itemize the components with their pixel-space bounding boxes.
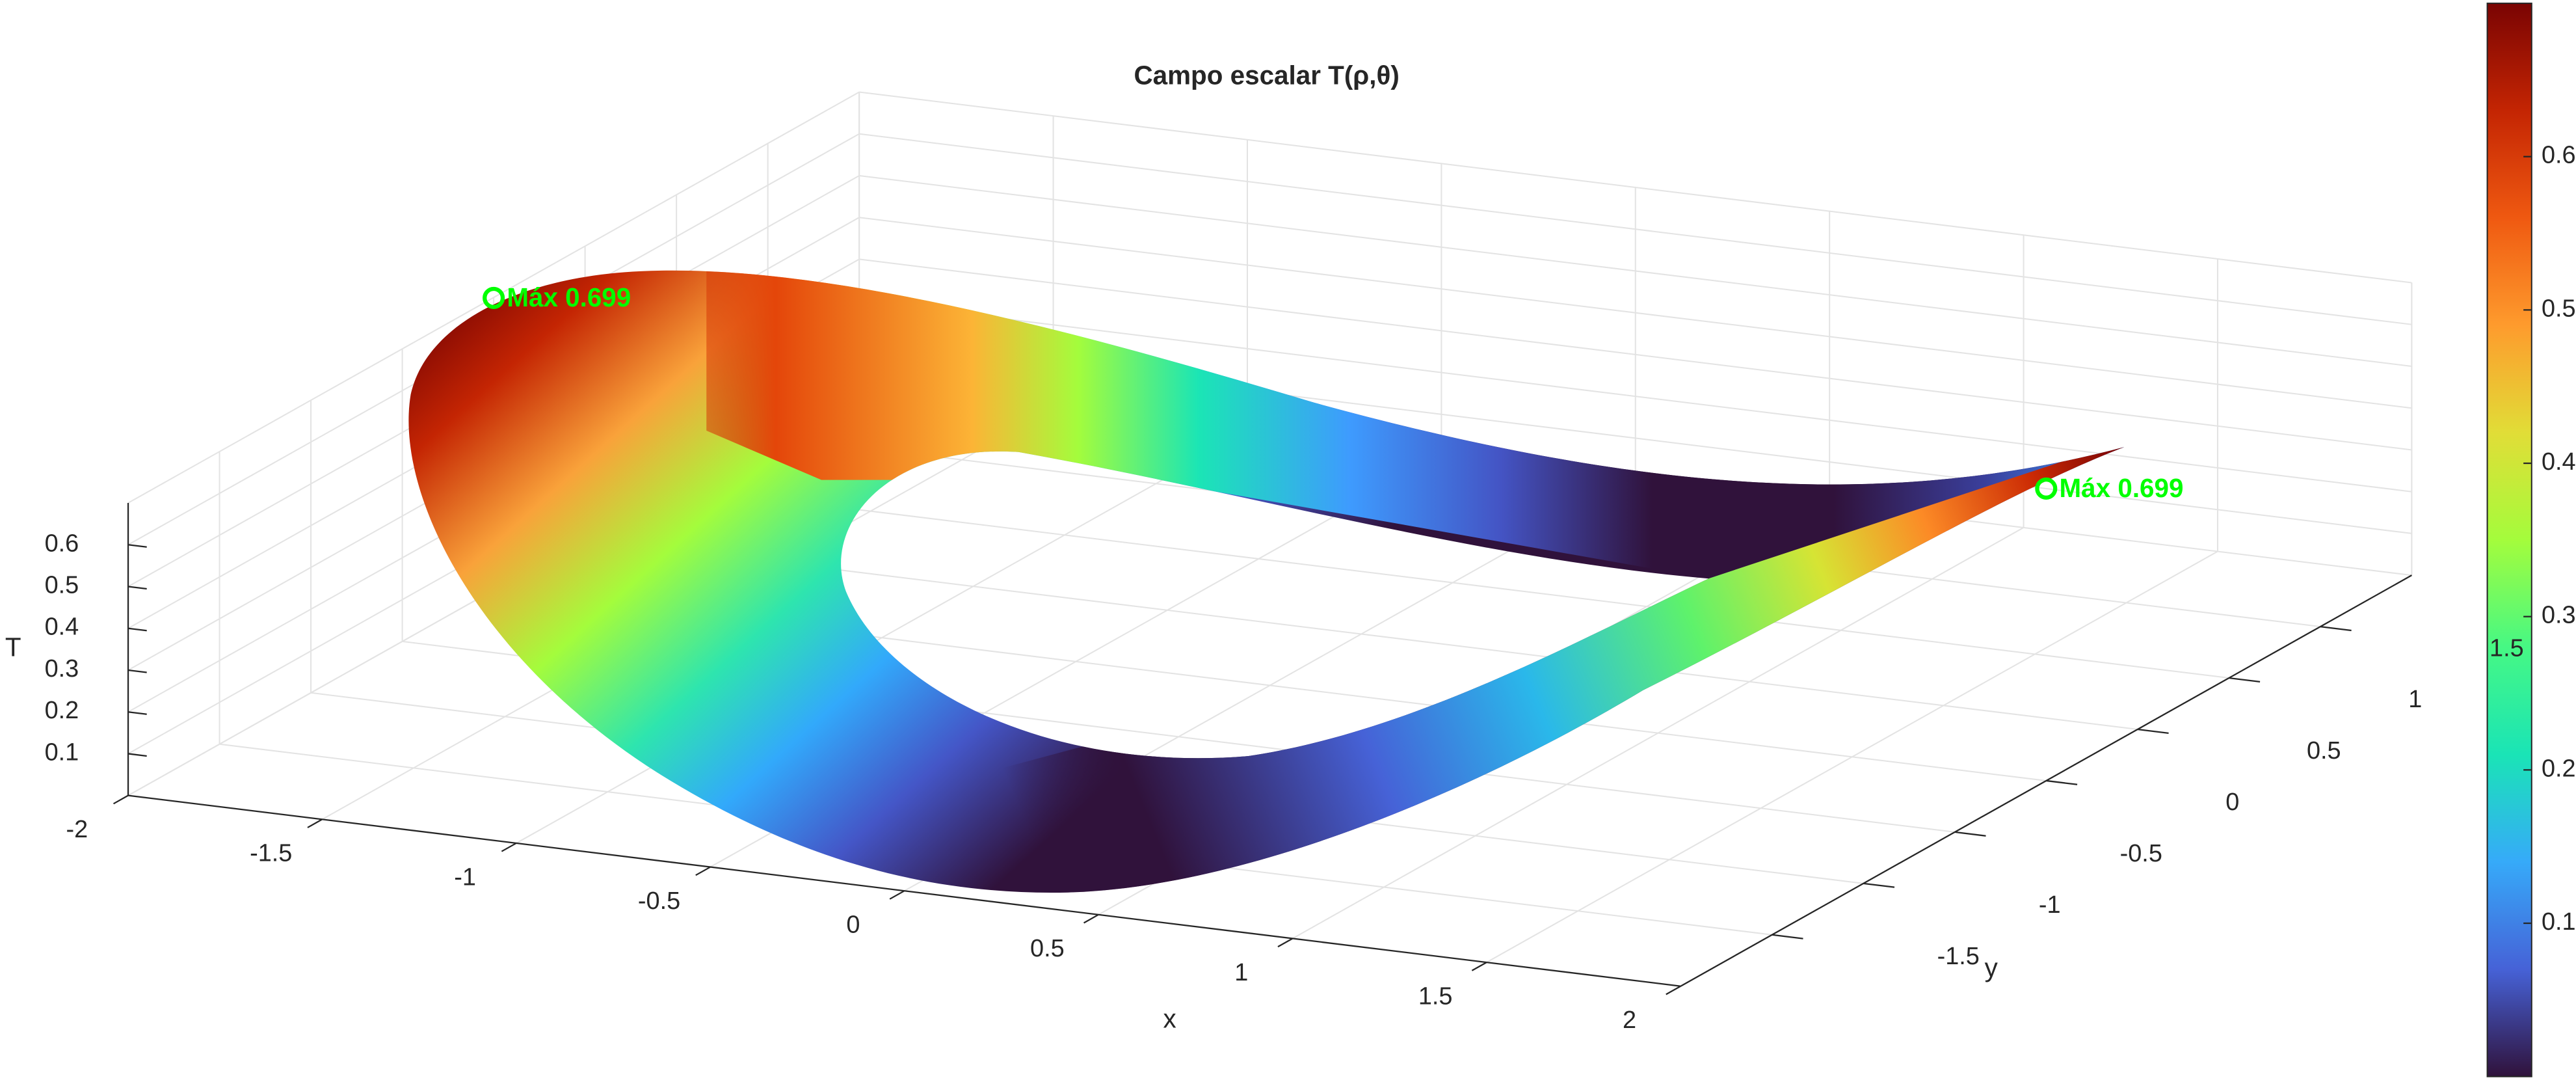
colorbar-tick-label: 0.5 xyxy=(2542,295,2576,322)
x-tick xyxy=(1471,962,1487,971)
y-axis-label: y xyxy=(1985,953,1998,982)
grid-line xyxy=(859,217,2412,409)
chart-title: Campo escalar T(ρ,θ) xyxy=(1134,60,1399,90)
x-tick xyxy=(1666,985,1681,995)
z-tick-label: 0.1 xyxy=(45,738,79,766)
x-tick xyxy=(1083,913,1099,924)
x-tick-label: 1 xyxy=(1234,959,1248,986)
z-tick-label: 0.6 xyxy=(45,530,79,557)
z-tick-label: 0.3 xyxy=(45,655,79,683)
z-tick xyxy=(127,753,147,757)
x-tick-label: -1.5 xyxy=(250,840,292,867)
x-tick-label: 2 xyxy=(1623,1007,1636,1034)
x-tick xyxy=(113,794,129,805)
y-tick xyxy=(1863,882,1895,888)
z-tick-label: 0.5 xyxy=(45,572,79,599)
x-tick-label: 0 xyxy=(846,912,860,939)
y-tick-label: -1.5 xyxy=(1937,943,1980,970)
max-marker xyxy=(2035,477,2058,500)
x-tick-label: 1.5 xyxy=(1418,982,1453,1010)
y-tick-label: -1 xyxy=(2039,891,2061,919)
y-tick-label: 1.5 xyxy=(2490,634,2524,662)
colorbar-tick-label: 0.4 xyxy=(2542,448,2576,476)
x-tick xyxy=(307,818,323,828)
grid-line xyxy=(859,300,2412,493)
z-tick-label: 0.4 xyxy=(45,614,79,641)
y-tick xyxy=(2046,779,2078,785)
x-tick xyxy=(1277,938,1294,948)
x-axis-label: x xyxy=(1163,1003,1176,1033)
grid-line xyxy=(585,537,2138,730)
y-tick xyxy=(2229,677,2261,683)
y-tick-label: 1 xyxy=(2408,686,2422,713)
colorbar xyxy=(2486,3,2532,1077)
z-tick xyxy=(127,669,147,673)
z-tick-label: 0.2 xyxy=(45,697,79,724)
y-tick xyxy=(1772,934,1803,940)
z-axis-label: T xyxy=(5,632,21,662)
x-tick xyxy=(889,890,905,900)
y-axis xyxy=(1680,575,2412,987)
x-tick-label: -0.5 xyxy=(638,887,680,915)
colorbar-tick-label: 0.6 xyxy=(2542,142,2576,169)
x-tick xyxy=(695,866,711,876)
y-tick-label: 0.5 xyxy=(2307,737,2341,764)
z-tick xyxy=(127,627,147,632)
x-axis xyxy=(127,794,1681,987)
x-tick xyxy=(501,842,517,852)
colorbar-tick-label: 0.1 xyxy=(2542,908,2576,936)
box-edge xyxy=(859,91,2412,284)
max-label: Máx 0.699 xyxy=(2060,473,2184,503)
x-tick-label: -1 xyxy=(454,863,476,891)
z-tick xyxy=(127,544,147,548)
colorbar-tick-label: 0.2 xyxy=(2542,755,2576,782)
max-marker xyxy=(483,286,505,309)
z-tick xyxy=(127,586,147,590)
colorbar-tick-label: 0.3 xyxy=(2542,602,2576,629)
y-tick xyxy=(2137,728,2169,734)
grid-line xyxy=(859,174,2412,367)
grid-line xyxy=(859,133,2412,325)
grid-line xyxy=(859,258,2412,451)
y-tick xyxy=(2320,625,2352,632)
x-tick-label: -2 xyxy=(66,816,88,843)
x-tick-label: 0.5 xyxy=(1030,935,1065,962)
grid-line xyxy=(676,487,2229,679)
z-tick xyxy=(127,711,147,715)
y-tick xyxy=(1954,831,1986,837)
y-tick-label: 0 xyxy=(2225,789,2239,816)
y-tick-label: -0.5 xyxy=(2120,840,2162,867)
max-label: Máx 0.699 xyxy=(507,282,631,312)
